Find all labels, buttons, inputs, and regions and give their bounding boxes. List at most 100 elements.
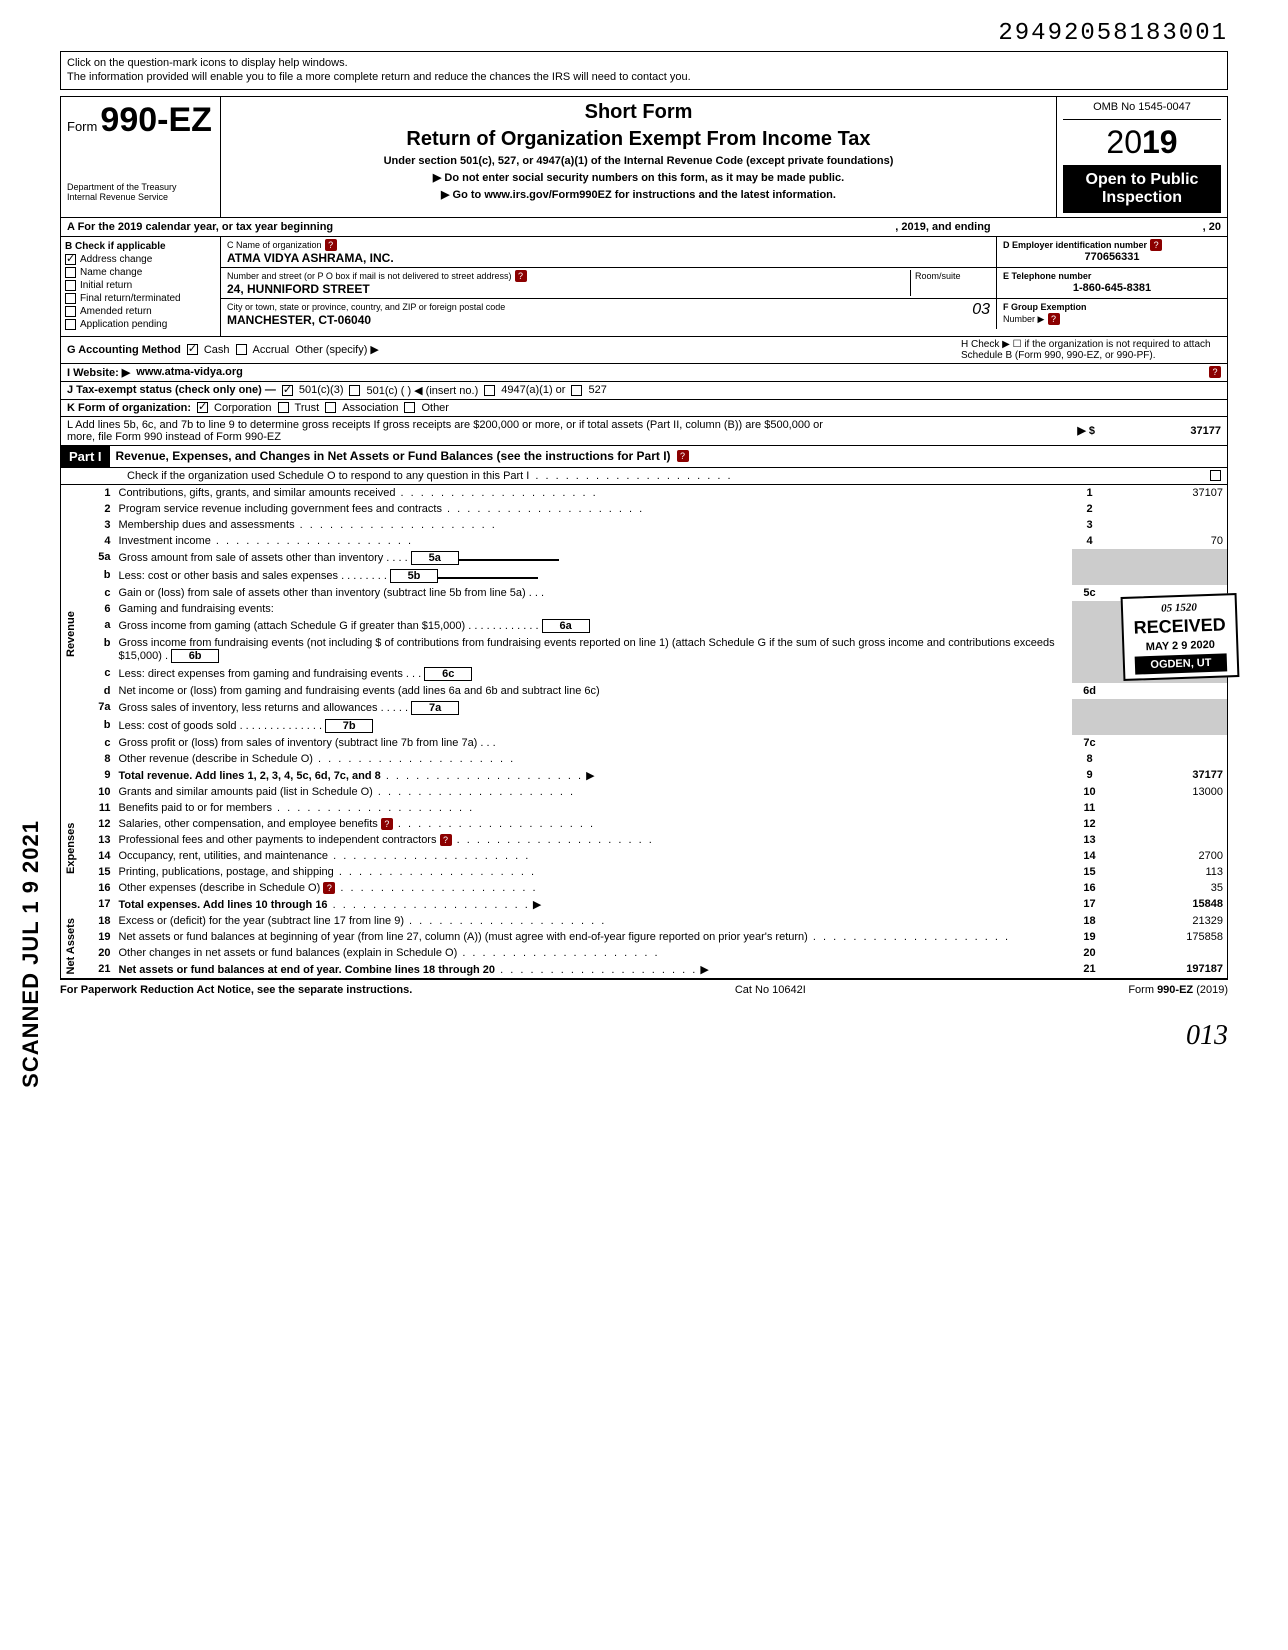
line-value <box>1108 751 1228 767</box>
line-desc: Gross income from fundraising events (no… <box>115 635 1072 665</box>
check-initial-return[interactable]: Initial return <box>65 280 216 291</box>
line-j-label: J Tax-exempt status (check only one) — <box>67 384 276 396</box>
line-num: 20 <box>85 945 115 961</box>
line-num: 17 <box>85 896 115 913</box>
check-amended[interactable]: Amended return <box>65 306 216 317</box>
checkbox-501c3[interactable] <box>282 385 293 396</box>
street-label: Number and street (or P O box if mail is… <box>227 271 511 281</box>
opt-cash: Cash <box>204 344 230 356</box>
mid-box: 7a <box>411 701 459 715</box>
line-num: c <box>85 585 115 601</box>
check-address-change[interactable]: Address change <box>65 254 216 265</box>
check-final-return[interactable]: Final return/terminated <box>65 293 216 304</box>
line-num: 8 <box>85 751 115 767</box>
help-icon[interactable]: ? <box>1150 239 1162 251</box>
line-l-gross-receipts: L Add lines 5b, 6c, and 7b to line 9 to … <box>60 417 1228 446</box>
checkbox-527[interactable] <box>571 385 582 396</box>
group-exempt-label: F Group Exemption <box>1003 302 1087 312</box>
line-box: 11 <box>1072 800 1108 816</box>
line-box: 7c <box>1072 735 1108 751</box>
received-stamp: 05 1520 RECEIVED MAY 2 9 2020 OGDEN, UT <box>1121 593 1240 681</box>
line-num: 5a <box>85 549 115 567</box>
line-l-arrow: ▶ $ <box>1077 424 1095 437</box>
line-box-shaded <box>1072 601 1108 617</box>
line-num: b <box>85 635 115 665</box>
checkbox-assoc[interactable] <box>325 402 336 413</box>
line-num: c <box>85 665 115 683</box>
line-desc: Printing, publications, postage, and shi… <box>115 864 1072 880</box>
help-icon[interactable]: ? <box>1209 366 1221 378</box>
line-box: 18 <box>1072 913 1108 929</box>
open-line1: Open to Public <box>1086 171 1199 188</box>
line-value-shaded <box>1108 567 1228 585</box>
checkbox-corp[interactable] <box>197 402 208 413</box>
line-num: 4 <box>85 533 115 549</box>
line-box-shaded <box>1072 549 1108 567</box>
line-g-label: G Accounting Method <box>67 344 181 356</box>
form-number: 990-EZ <box>100 101 212 139</box>
handwritten-initial: 013 <box>60 1020 1228 1052</box>
checkbox-accrual[interactable] <box>236 344 247 355</box>
line-value <box>1108 683 1228 699</box>
org-name-value: ATMA VIDYA ASHRAMA, INC. <box>227 251 394 265</box>
checkbox-icon[interactable] <box>65 319 76 330</box>
help-icon[interactable]: ? <box>440 834 452 846</box>
line-desc: Professional fees and other payments to … <box>115 832 1072 848</box>
line-num: 12 <box>85 816 115 832</box>
help-icon[interactable]: ? <box>515 270 527 282</box>
check-app-pending[interactable]: Application pending <box>65 319 216 330</box>
line-box-shaded <box>1072 635 1108 665</box>
help-line1: Click on the question-mark icons to disp… <box>67 57 348 69</box>
line-box: 16 <box>1072 880 1108 896</box>
city-label: City or town, state or province, country… <box>227 302 505 312</box>
checkbox-icon[interactable] <box>65 306 76 317</box>
opt-other: Other (specify) ▶ <box>295 343 379 356</box>
line-desc: Less: direct expenses from gaming and fu… <box>115 665 1072 683</box>
street-value: 24, HUNNIFORD STREET <box>227 282 370 296</box>
line-num: c <box>85 735 115 751</box>
help-icon[interactable]: ? <box>325 239 337 251</box>
line-num: 7a <box>85 699 115 717</box>
checkbox-icon[interactable] <box>65 280 76 291</box>
check-name-change[interactable]: Name change <box>65 267 216 278</box>
help-icon[interactable]: ? <box>1048 313 1060 325</box>
line-desc: Other changes in net assets or fund bala… <box>115 945 1072 961</box>
line-desc: Gain or (loss) from sale of assets other… <box>115 585 1072 601</box>
line-value-shaded <box>1108 549 1228 567</box>
line-box: 17 <box>1072 896 1108 913</box>
help-line2: The information provided will enable you… <box>67 71 691 83</box>
checkbox-cash[interactable] <box>187 344 198 355</box>
line-box: 1 <box>1072 485 1108 501</box>
help-icon[interactable]: ? <box>381 818 393 830</box>
line-box: 15 <box>1072 864 1108 880</box>
checkbox-501c[interactable] <box>349 385 360 396</box>
footer-right: Form 990-EZ (2019) <box>1128 984 1228 996</box>
line-num: 16 <box>85 880 115 896</box>
line-box: 4 <box>1072 533 1108 549</box>
checkbox-other[interactable] <box>404 402 415 413</box>
checkbox-trust[interactable] <box>278 402 289 413</box>
opt-accrual: Accrual <box>253 344 290 356</box>
checkbox-icon[interactable] <box>65 254 76 265</box>
tel-label: E Telephone number <box>1003 271 1091 281</box>
city-value: MANCHESTER, CT-06040 <box>227 313 371 327</box>
line-desc: Occupancy, rent, utilities, and maintena… <box>115 848 1072 864</box>
help-icon[interactable]: ? <box>323 882 335 894</box>
line-num: 19 <box>85 929 115 945</box>
line-value-shaded <box>1108 717 1228 735</box>
opt-501c: 501(c) ( ) ◀ (insert no.) <box>366 384 478 397</box>
checkbox-schedule-o[interactable] <box>1210 470 1221 481</box>
mid-box: 5a <box>411 551 459 565</box>
checkbox-icon[interactable] <box>65 267 76 278</box>
stamp-received: RECEIVED <box>1133 613 1226 640</box>
checkbox-icon[interactable] <box>65 293 76 304</box>
under-section: Under section 501(c), 527, or 4947(a)(1)… <box>227 155 1050 167</box>
dept-irs: Internal Revenue Service <box>67 192 214 202</box>
checkbox-4947[interactable] <box>484 385 495 396</box>
line-num: b <box>85 567 115 585</box>
help-icon[interactable]: ? <box>677 450 689 462</box>
section-b: B Check if applicable Address change Nam… <box>61 237 221 336</box>
mid-box: 6a <box>542 619 590 633</box>
line-value: 113 <box>1108 864 1228 880</box>
line-value: 175858 <box>1108 929 1228 945</box>
